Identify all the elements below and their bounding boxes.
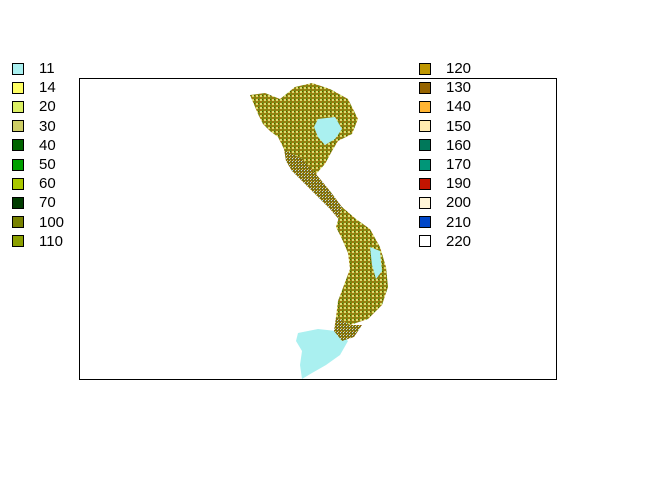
map-plot-area bbox=[79, 78, 557, 380]
region-central-coast bbox=[370, 247, 382, 279]
legend-item: 130 bbox=[419, 78, 471, 97]
legend-label: 150 bbox=[446, 117, 472, 135]
legend-item: 30 bbox=[12, 117, 64, 136]
legend-swatch bbox=[12, 235, 24, 248]
legend-swatch bbox=[12, 139, 24, 152]
legend-label: 110 bbox=[39, 232, 63, 250]
legend-swatch bbox=[419, 235, 431, 248]
region-mekong-delta bbox=[296, 329, 348, 379]
legend-label: 190 bbox=[446, 175, 472, 193]
legend-left: 11 14 20 30 40 50 60 70 100 110 bbox=[12, 59, 64, 251]
legend-swatch bbox=[419, 81, 431, 94]
legend-right: 120 130 140 150 160 170 190 200 210 220 bbox=[419, 59, 471, 251]
legend-label: 170 bbox=[446, 156, 472, 174]
legend-label: 130 bbox=[446, 79, 472, 97]
legend-swatch bbox=[12, 81, 24, 94]
legend-item: 220 bbox=[419, 232, 471, 251]
legend-swatch bbox=[419, 196, 431, 209]
legend-item: 40 bbox=[12, 136, 64, 155]
legend-item: 150 bbox=[419, 117, 471, 136]
legend-label: 14 bbox=[39, 79, 56, 97]
legend-item: 60 bbox=[12, 174, 64, 193]
legend-swatch bbox=[12, 120, 24, 133]
region-central bbox=[336, 207, 388, 325]
legend-item: 100 bbox=[12, 213, 64, 232]
legend-swatch bbox=[12, 216, 24, 229]
legend-swatch bbox=[12, 158, 24, 171]
region-red-river-delta bbox=[314, 117, 342, 145]
legend-swatch bbox=[419, 62, 431, 75]
legend-label: 120 bbox=[446, 60, 472, 78]
legend-item: 190 bbox=[419, 174, 471, 193]
legend-item: 14 bbox=[12, 78, 64, 97]
legend-item: 170 bbox=[419, 155, 471, 174]
legend-label: 140 bbox=[446, 98, 472, 116]
legend-label: 30 bbox=[39, 117, 56, 135]
legend-label: 100 bbox=[39, 213, 65, 231]
legend-swatch bbox=[419, 216, 431, 229]
legend-item: 50 bbox=[12, 155, 64, 174]
legend-swatch bbox=[419, 158, 431, 171]
legend-item: 210 bbox=[419, 213, 471, 232]
legend-item: 120 bbox=[419, 59, 471, 78]
legend-label: 210 bbox=[446, 213, 472, 231]
legend-label: 50 bbox=[39, 156, 56, 174]
legend-swatch bbox=[419, 139, 431, 152]
legend-label: 200 bbox=[446, 194, 472, 212]
legend-item: 11 bbox=[12, 59, 64, 78]
legend-label: 60 bbox=[39, 175, 56, 193]
legend-label: 220 bbox=[446, 232, 472, 250]
legend-item: 20 bbox=[12, 97, 64, 116]
legend-swatch bbox=[12, 100, 24, 113]
legend-swatch bbox=[419, 177, 431, 190]
legend-swatch bbox=[419, 100, 431, 113]
legend-item: 70 bbox=[12, 193, 64, 212]
legend-item: 160 bbox=[419, 136, 471, 155]
land-cover-raster bbox=[250, 83, 388, 379]
legend-label: 70 bbox=[39, 194, 56, 212]
legend-swatch bbox=[12, 62, 24, 75]
legend-item: 110 bbox=[12, 232, 64, 251]
legend-label: 40 bbox=[39, 136, 56, 154]
legend-label: 160 bbox=[446, 136, 472, 154]
legend-item: 140 bbox=[419, 97, 471, 116]
legend-label: 11 bbox=[39, 60, 55, 78]
legend-swatch bbox=[419, 120, 431, 133]
legend-swatch bbox=[12, 177, 24, 190]
legend-label: 20 bbox=[39, 98, 56, 116]
region-north bbox=[250, 83, 358, 174]
legend-item: 200 bbox=[419, 193, 471, 212]
legend-swatch bbox=[12, 196, 24, 209]
region-south bbox=[334, 317, 362, 341]
